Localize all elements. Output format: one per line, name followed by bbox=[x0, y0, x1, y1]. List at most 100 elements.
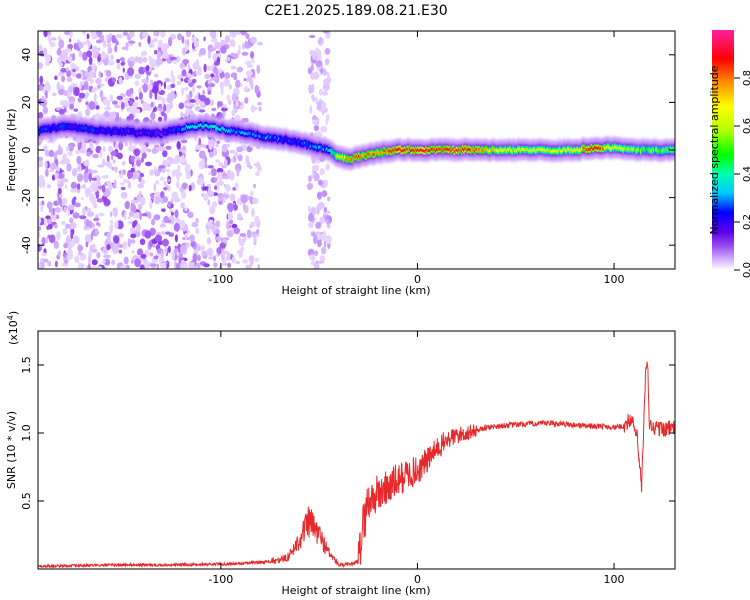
ridge-peak bbox=[443, 147, 445, 151]
ridge-peak bbox=[347, 157, 350, 161]
noise-speckle bbox=[240, 246, 244, 252]
ridge-peak bbox=[504, 147, 506, 151]
noise-speckle bbox=[148, 56, 152, 61]
noise-speckle bbox=[197, 263, 200, 269]
ridge-peak bbox=[346, 158, 348, 161]
ridge-peak bbox=[621, 147, 623, 150]
ridge-peak bbox=[471, 148, 473, 152]
noise-speckle bbox=[211, 201, 217, 208]
noise-speckle bbox=[145, 65, 150, 71]
ridge-peak bbox=[566, 147, 569, 151]
ridge-peak bbox=[242, 131, 245, 134]
noise-speckle bbox=[180, 78, 184, 82]
ridge-peak bbox=[328, 148, 331, 152]
noise-speckle bbox=[163, 103, 167, 112]
noise-speckle bbox=[60, 201, 66, 205]
ridge-peak bbox=[126, 129, 129, 132]
ridge-peak bbox=[412, 148, 414, 152]
noise-speckle bbox=[249, 225, 253, 229]
ridge-peak bbox=[635, 149, 637, 153]
noise-speckle bbox=[211, 107, 217, 112]
ridge-peak bbox=[556, 150, 558, 153]
ridge-peak bbox=[238, 130, 241, 134]
ridge-peak bbox=[657, 149, 660, 153]
ridge-peak bbox=[532, 148, 535, 152]
ridge-peak bbox=[644, 149, 647, 153]
snr-y-multiplier-exp: 4 bbox=[6, 315, 15, 320]
noise-speckle bbox=[255, 171, 260, 177]
ridge-peak bbox=[450, 149, 452, 153]
noise-speckle bbox=[95, 266, 103, 269]
ridge-peak bbox=[229, 130, 232, 134]
noise-speckle bbox=[170, 70, 174, 79]
noise-speckle bbox=[127, 216, 131, 220]
ridge-peak bbox=[236, 129, 239, 133]
noise-speckle bbox=[178, 102, 185, 110]
noise-speckle bbox=[82, 41, 88, 46]
noise-speckle bbox=[95, 77, 102, 85]
noise-speckle bbox=[210, 77, 215, 81]
noise-speckle bbox=[95, 39, 102, 44]
noise-speckle bbox=[81, 141, 87, 151]
ridge-peak bbox=[486, 148, 489, 152]
ridge-peak bbox=[364, 154, 366, 158]
noise-speckle bbox=[136, 159, 141, 167]
noise-speckle bbox=[75, 73, 82, 79]
noise-speckle bbox=[60, 100, 66, 106]
noise-speckle bbox=[88, 101, 96, 110]
snr-panel: -100 0 100 0.5 1.0 1.5 Height of straight lin… bbox=[5, 311, 676, 597]
ridge-peak bbox=[241, 130, 243, 134]
ridge-peak bbox=[570, 147, 572, 151]
noise-speckle bbox=[43, 217, 47, 227]
noise-speckle bbox=[56, 214, 59, 220]
ridge-peak bbox=[589, 148, 591, 151]
noise-speckle bbox=[68, 38, 72, 43]
noise-speckle bbox=[69, 224, 75, 230]
ridge-peak bbox=[248, 131, 250, 135]
ridge-peak bbox=[198, 124, 201, 128]
noise-speckle bbox=[199, 47, 207, 56]
noise-speckle bbox=[311, 94, 315, 100]
ridge-peak bbox=[448, 147, 451, 151]
ridge-peak bbox=[195, 126, 197, 129]
ridge-peak bbox=[369, 152, 372, 156]
ridge-peak bbox=[421, 149, 424, 152]
noise-speckle bbox=[133, 145, 136, 149]
snr-plot-area bbox=[38, 361, 675, 569]
noise-speckle bbox=[114, 45, 118, 53]
y-tick-label: 0 bbox=[20, 147, 33, 154]
ridge-peak bbox=[431, 147, 433, 151]
ridge-peak bbox=[387, 149, 390, 153]
noise-speckle bbox=[181, 87, 185, 96]
ridge-peak bbox=[289, 140, 292, 144]
noise-speckle bbox=[226, 229, 234, 238]
ridge-peak bbox=[480, 148, 483, 151]
noise-speckle bbox=[91, 188, 98, 193]
ridge-peak bbox=[326, 147, 328, 151]
noise-speckle bbox=[95, 51, 99, 56]
noise-speckle bbox=[311, 232, 316, 236]
noise-speckle bbox=[78, 50, 83, 58]
noise-speckle bbox=[68, 85, 74, 93]
ridge-peak bbox=[640, 149, 642, 153]
noise-speckle bbox=[170, 83, 176, 89]
noise-speckle bbox=[88, 173, 92, 182]
noise-speckle bbox=[256, 228, 260, 235]
noise-speckle bbox=[137, 203, 143, 210]
ridge-peak bbox=[151, 131, 154, 135]
noise-speckle bbox=[38, 112, 44, 119]
noise-speckle bbox=[244, 97, 249, 104]
noise-speckle bbox=[104, 110, 110, 118]
noise-speckle bbox=[134, 80, 140, 87]
noise-speckle bbox=[152, 244, 156, 248]
noise-speckle bbox=[99, 83, 105, 87]
noise-speckle bbox=[308, 205, 311, 213]
noise-speckle bbox=[68, 96, 75, 102]
noise-speckle bbox=[326, 31, 331, 39]
noise-speckle bbox=[83, 81, 89, 91]
noise-speckle bbox=[155, 234, 162, 242]
ridge-peak bbox=[189, 125, 191, 129]
x-tick-label: -100 bbox=[208, 273, 233, 286]
noise-speckle bbox=[163, 180, 167, 186]
ridge-peak bbox=[483, 148, 485, 152]
